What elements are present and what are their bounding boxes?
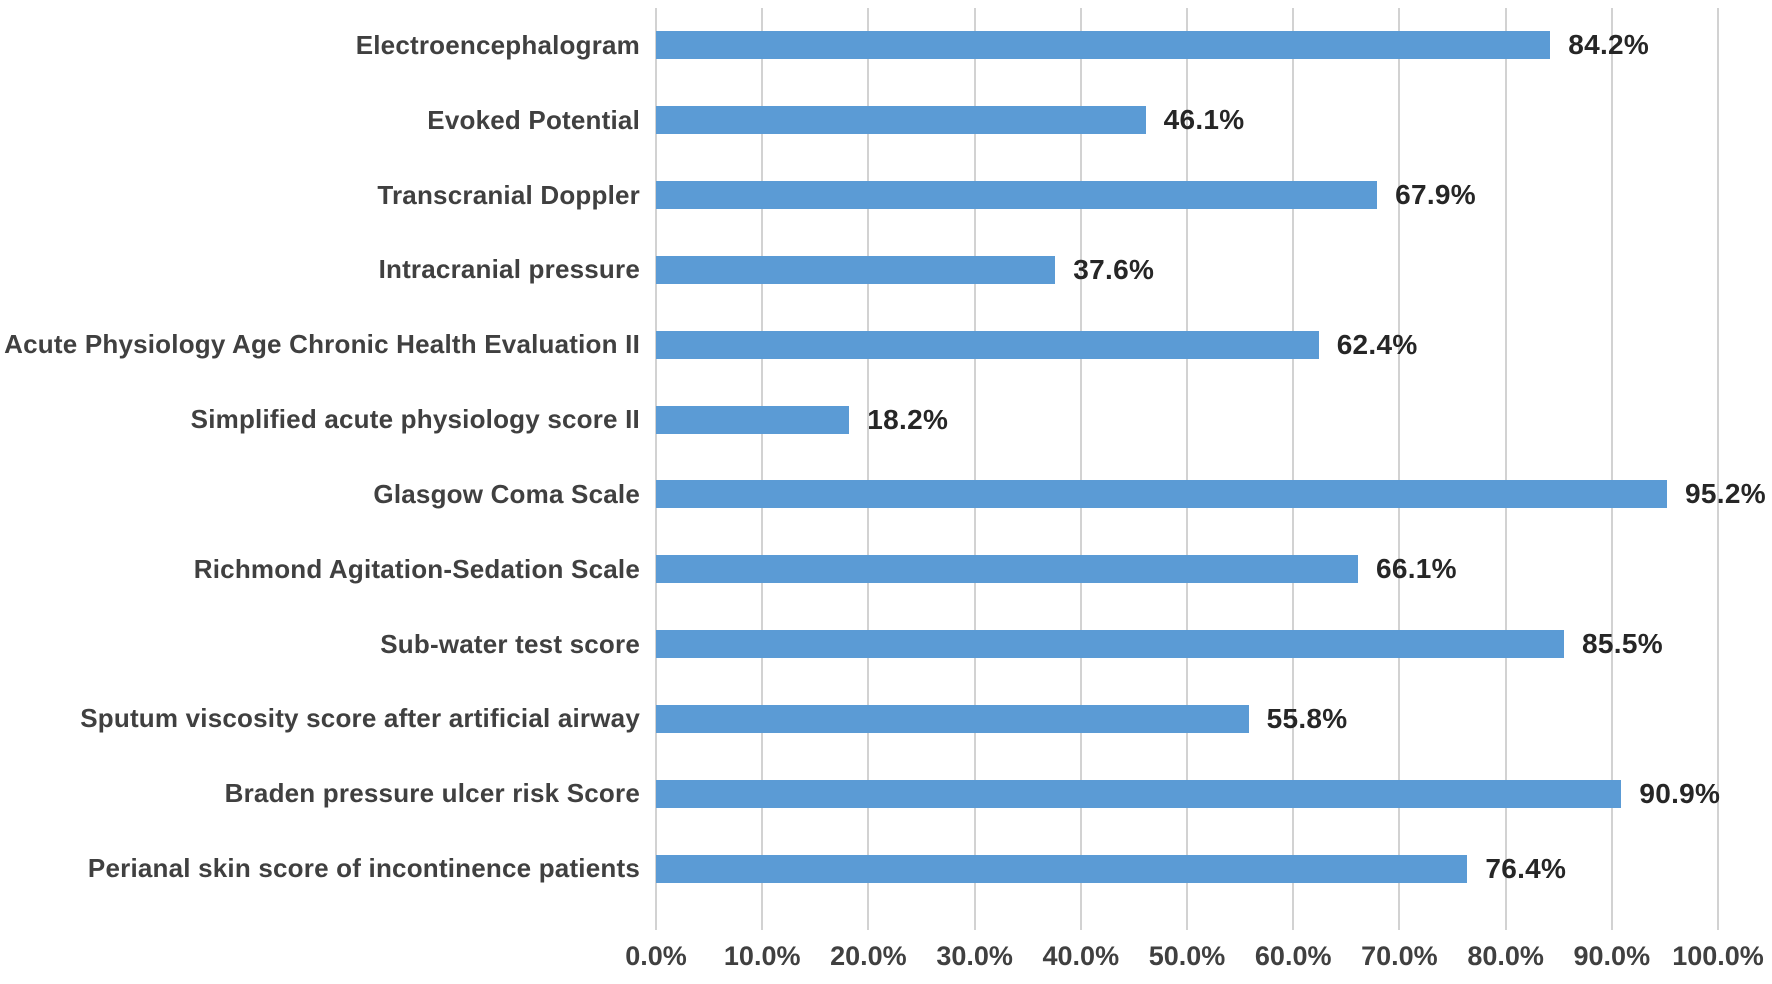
bar-value-label: 67.9% xyxy=(1395,179,1476,211)
bar xyxy=(656,255,1056,284)
bar-value-label: 85.5% xyxy=(1582,628,1663,660)
category-label: Braden pressure ulcer risk Score xyxy=(224,778,640,809)
category-label: Sputum viscosity score after artificial … xyxy=(80,703,640,734)
category-label: Sub-water test score xyxy=(380,628,640,659)
category-label: Evoked Potential xyxy=(427,104,640,135)
bar-value-label: 90.9% xyxy=(1639,777,1721,809)
category-label: Glasgow Coma Scale xyxy=(373,478,640,509)
bar xyxy=(656,704,1249,733)
bar-value-label: 37.6% xyxy=(1073,253,1155,285)
x-tick-label: 50.0% xyxy=(1148,941,1226,971)
bar xyxy=(656,106,1146,135)
category-label: Acute Physiology Age Chronic Health Eval… xyxy=(4,329,640,360)
bar-value-label: 18.2% xyxy=(867,403,949,435)
category-label: Richmond Agitation-Sedation Scale xyxy=(193,553,640,584)
x-tick-label: 100.0% xyxy=(1672,941,1764,971)
bar-row: 66.1% xyxy=(656,532,1718,607)
bar-row: 84.2% xyxy=(656,8,1718,83)
x-tick-label: 10.0% xyxy=(723,941,801,971)
bar-row: 62.4% xyxy=(656,307,1718,382)
x-tick-label: 20.0% xyxy=(830,941,907,971)
category-label: Transcranial Doppler xyxy=(377,179,640,210)
bar-row: 46.1% xyxy=(656,83,1718,158)
bar-rows: 84.2% 46.1% 67.9% 37.6% 62.4% 18.2% 95.2… xyxy=(656,8,1766,906)
x-tick-label: 90.0% xyxy=(1573,941,1651,971)
bar-row: 76.4% xyxy=(656,831,1718,906)
x-tick-label: 40.0% xyxy=(1042,941,1120,971)
bar-value-label: 84.2% xyxy=(1568,29,1650,61)
bar xyxy=(656,854,1468,883)
bar xyxy=(656,480,1668,509)
x-tick-label: 0.0% xyxy=(625,941,687,971)
bar-value-label: 66.1% xyxy=(1375,553,1457,585)
bar xyxy=(656,555,1358,584)
x-tick-label: 60.0% xyxy=(1254,941,1332,971)
bar xyxy=(656,330,1319,359)
x-tick-label: 80.0% xyxy=(1467,941,1544,971)
x-axis-labels: 0.0% 10.0% 20.0% 30.0% 40.0% 50.0% 60.0% 70.0% 8… xyxy=(625,936,1764,976)
category-label: Simplified acute physiology score II xyxy=(190,404,640,435)
bar-value-label: 55.8% xyxy=(1266,702,1348,734)
bar-row: 85.5% xyxy=(656,607,1718,682)
x-tick-label: 30.0% xyxy=(936,941,1013,971)
bar xyxy=(656,779,1622,808)
bar-row: 95.2% xyxy=(656,457,1766,532)
bar-value-label: 95.2% xyxy=(1685,478,1766,510)
x-tick-label: 70.0% xyxy=(1361,941,1438,971)
bar xyxy=(656,630,1564,659)
category-label: Electroencephalogram xyxy=(355,29,640,60)
bar-row: 18.2% xyxy=(656,382,1718,457)
bar-row: 55.8% xyxy=(656,681,1718,756)
category-labels: Electroencephalogram Evoked Potential Tran… xyxy=(0,8,640,906)
bar-value-label: 76.4% xyxy=(1485,852,1567,884)
bar-value-label: 46.1% xyxy=(1163,104,1245,136)
bar xyxy=(656,31,1551,60)
bar-row: 37.6% xyxy=(656,232,1718,307)
bar xyxy=(656,181,1378,210)
bar-row: 67.9% xyxy=(656,158,1718,233)
bar xyxy=(656,405,850,434)
bar-value-label: 62.4% xyxy=(1336,328,1418,360)
category-label: Perianal skin score of incontinence pati… xyxy=(87,853,640,884)
bar-row: 90.9% xyxy=(656,756,1721,831)
plot-area: 84.2% 46.1% 67.9% 37.6% 62.4% 18.2% 95.2… xyxy=(655,8,1766,930)
category-label: Intracranial pressure xyxy=(378,254,640,285)
